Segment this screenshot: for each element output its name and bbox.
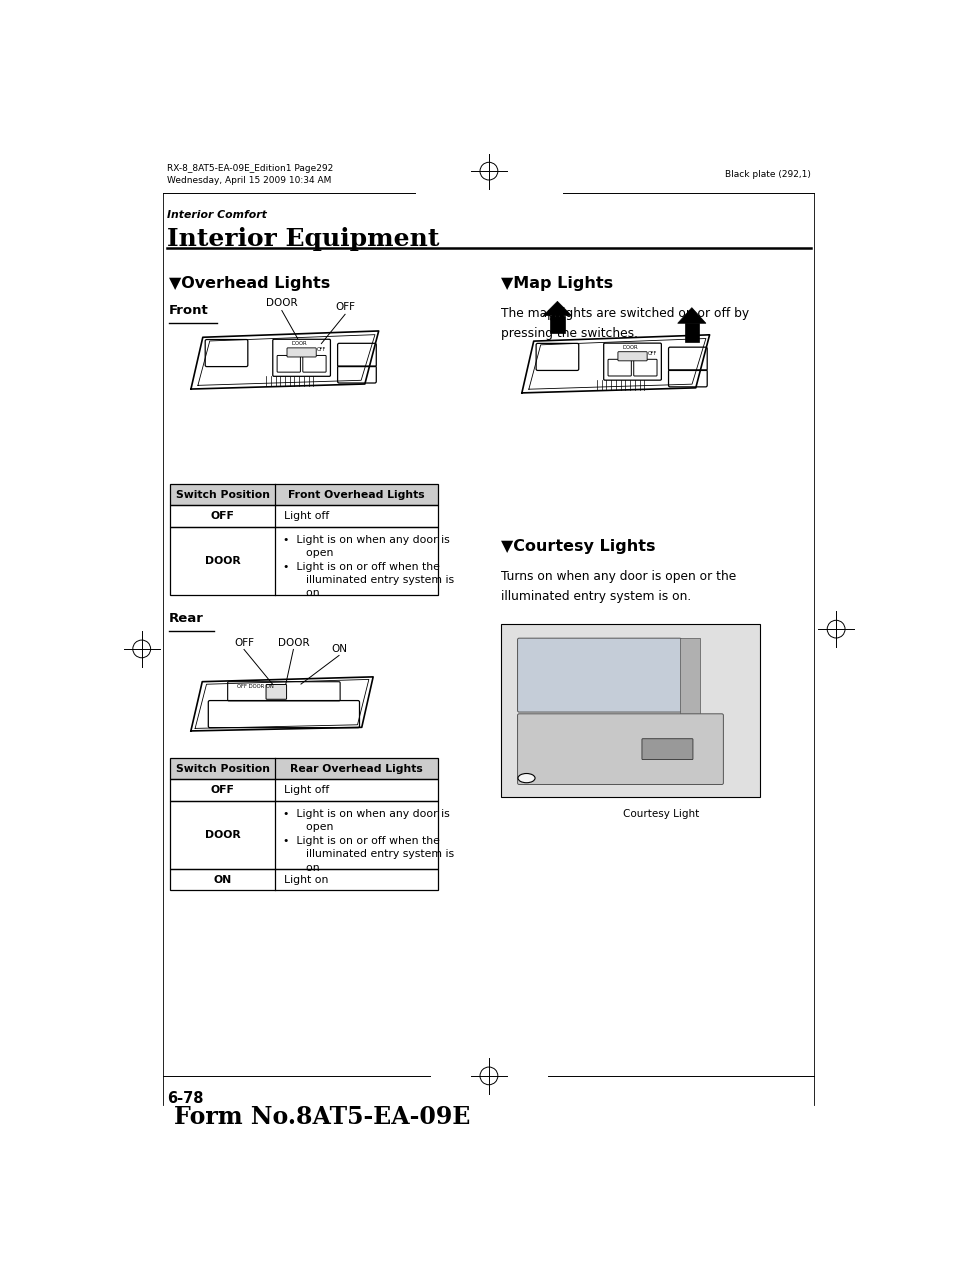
Bar [171, 527, 437, 595]
Bar [171, 869, 437, 891]
Text: open: open [292, 822, 334, 833]
Text: DOOR: DOOR [277, 637, 309, 648]
Text: Front Overhead Lights: Front Overhead Lights [288, 490, 424, 500]
Text: ON: ON [213, 875, 232, 884]
Text: open: open [292, 549, 334, 558]
Text: Interior Equipment: Interior Equipment [167, 227, 439, 252]
Text: •  Light is on when any door is: • Light is on when any door is [282, 808, 449, 819]
Polygon shape [550, 316, 564, 333]
Text: DOOR: DOOR [622, 344, 638, 350]
Text: Front: Front [169, 303, 209, 316]
Text: •  Light is on when any door is: • Light is on when any door is [282, 535, 449, 545]
Bar [679, 639, 699, 767]
Text: OFF: OFF [211, 511, 234, 522]
Text: ▼Map Lights: ▼Map Lights [500, 276, 612, 290]
Text: DOOR: DOOR [205, 830, 240, 840]
Text: Form No.8AT5-EA-09E: Form No.8AT5-EA-09E [173, 1105, 470, 1128]
Text: ▼Courtesy Lights: ▼Courtesy Lights [500, 540, 655, 554]
Bar [171, 505, 437, 527]
Polygon shape [684, 324, 699, 342]
Text: Rear: Rear [169, 612, 204, 625]
Ellipse shape [517, 774, 535, 783]
Text: Light on: Light on [284, 875, 329, 884]
Text: RX-8_8AT5-EA-09E_Edition1 Page292: RX-8_8AT5-EA-09E_Edition1 Page292 [167, 164, 334, 173]
Text: Wednesday, April 15 2009 10:34 AM: Wednesday, April 15 2009 10:34 AM [167, 176, 332, 185]
Text: illuminated entry system is: illuminated entry system is [292, 574, 454, 585]
Text: •  Light is on or off when the: • Light is on or off when the [282, 835, 439, 846]
Text: illuminated entry system is: illuminated entry system is [292, 849, 454, 860]
Text: OFF: OFF [211, 785, 234, 795]
Polygon shape [543, 302, 571, 316]
Text: on: on [292, 862, 319, 873]
Text: Switch Position: Switch Position [175, 490, 270, 500]
FancyBboxPatch shape [517, 639, 680, 712]
Text: ON: ON [331, 644, 347, 654]
Bar [500, 625, 760, 797]
Text: Rear Overhead Lights: Rear Overhead Lights [290, 763, 422, 774]
Text: The map lights are switched on or off by: The map lights are switched on or off by [500, 307, 748, 320]
Bar [171, 758, 437, 780]
Text: ▼Overhead Lights: ▼Overhead Lights [169, 276, 330, 290]
FancyBboxPatch shape [618, 352, 646, 361]
Text: DOOR: DOOR [292, 341, 307, 346]
Text: DOOR: DOOR [266, 298, 297, 308]
Text: DOOR: DOOR [205, 555, 240, 565]
Text: Interior Comfort: Interior Comfort [167, 211, 267, 221]
Text: Turns on when any door is open or the: Turns on when any door is open or the [500, 571, 735, 583]
Text: 6-78: 6-78 [167, 1091, 204, 1106]
Text: on: on [292, 589, 319, 599]
FancyBboxPatch shape [266, 685, 286, 699]
Text: pressing the switches.: pressing the switches. [500, 326, 637, 339]
FancyBboxPatch shape [517, 713, 722, 784]
Text: OFF: OFF [233, 637, 253, 648]
Bar [171, 801, 437, 869]
Polygon shape [677, 307, 705, 324]
Text: illuminated entry system is on.: illuminated entry system is on. [500, 590, 690, 603]
Text: OFF: OFF [316, 347, 326, 352]
Text: OFF: OFF [335, 302, 355, 312]
Text: Light off: Light off [284, 785, 329, 795]
Text: Black plate (292,1): Black plate (292,1) [724, 171, 810, 180]
Text: Switch Position: Switch Position [175, 763, 270, 774]
Bar [171, 483, 437, 505]
Text: OFF: OFF [647, 351, 657, 356]
Text: Light off: Light off [284, 511, 329, 522]
FancyBboxPatch shape [287, 348, 315, 357]
Text: Courtesy Light: Courtesy Light [622, 808, 699, 819]
Bar [171, 780, 437, 801]
Text: •  Light is on or off when the: • Light is on or off when the [282, 562, 439, 572]
Text: OFF DOOR ON: OFF DOOR ON [236, 684, 274, 689]
FancyBboxPatch shape [641, 739, 692, 759]
